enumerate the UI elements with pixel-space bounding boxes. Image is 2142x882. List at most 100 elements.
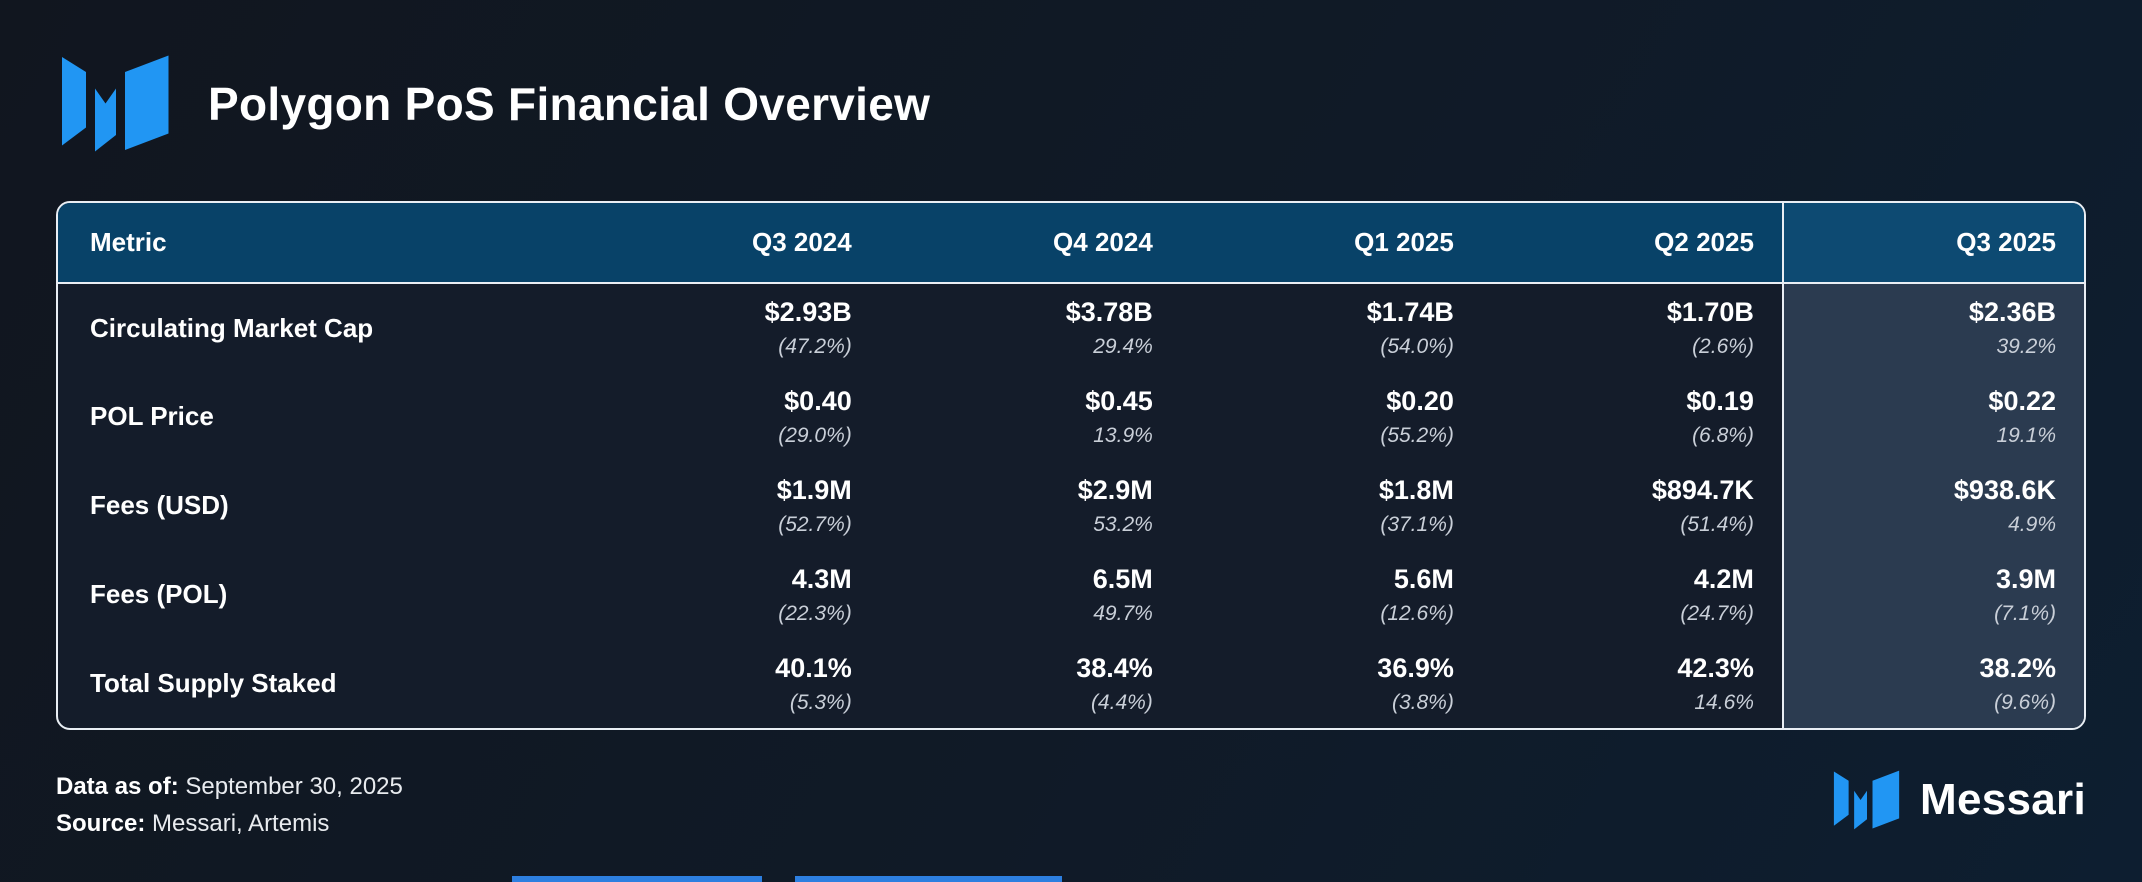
cell-change: (52.7%): [778, 512, 852, 536]
cell-value: $1.70B: [1666, 297, 1754, 327]
table-cell: 42.3% 14.6%: [1482, 639, 1783, 728]
table-cell: 4.2M (24.7%): [1482, 550, 1783, 639]
messari-logo-icon: [1833, 770, 1900, 830]
bottom-bar-segment: [512, 876, 762, 882]
table-cell-highlighted: 38.2% (9.6%): [1781, 639, 2084, 728]
table-cell: 5.6M (12.6%): [1181, 550, 1482, 639]
cell-change: (6.8%): [1692, 423, 1754, 447]
source-line: Source: Messari, Artemis: [56, 805, 403, 842]
source-value: Messari, Artemis: [152, 810, 330, 837]
cell-change: (5.3%): [789, 690, 852, 714]
column-header-q4-2024: Q4 2024: [879, 203, 1181, 284]
cell-value: $0.19: [1686, 385, 1754, 416]
cell-change: (55.2%): [1380, 423, 1454, 447]
decorative-bottom-bar: [0, 876, 2142, 882]
table-cell: 38.4% (4.4%): [880, 639, 1181, 728]
cell-change: (24.7%): [1680, 601, 1754, 625]
cell-change: (12.6%): [1380, 601, 1454, 625]
cell-change: (47.2%): [778, 335, 852, 358]
cell-change: (4.4%): [1090, 690, 1153, 714]
cell-value: $0.40: [784, 385, 852, 416]
cell-value: $2.9M: [1077, 474, 1153, 505]
table-cell: $0.45 13.9%: [880, 372, 1181, 461]
table-cell: $1.70B (2.6%): [1482, 283, 1783, 372]
footer-meta: Data as of: September 30, 2025 Source: M…: [56, 768, 403, 842]
column-header-metric: Metric: [58, 203, 579, 284]
cell-value: 36.9%: [1377, 652, 1454, 683]
cell-value: 38.2%: [1979, 652, 2056, 683]
cell-value: $1.8M: [1378, 474, 1454, 505]
cell-value: 4.2M: [1693, 563, 1754, 594]
cell-change: 49.7%: [1093, 601, 1153, 625]
cell-value: $894.7K: [1651, 474, 1754, 505]
table-row: POL Price $0.40 (29.0%) $0.45 13.9% $0.2…: [58, 372, 2084, 461]
cell-change: 29.4%: [1093, 335, 1153, 358]
table-cell: $0.40 (29.0%): [579, 372, 880, 461]
table-cell-highlighted: 3.9M (7.1%): [1781, 550, 2084, 639]
data-as-of-label: Data as of:: [56, 773, 179, 800]
cell-value: 6.5M: [1092, 563, 1153, 594]
financial-table: Metric Q3 2024 Q4 2024 Q1 2025 Q2 2025 Q…: [56, 201, 2086, 730]
cell-change: 53.2%: [1093, 512, 1153, 536]
cell-change: (29.0%): [778, 423, 852, 447]
table-cell: $894.7K (51.4%): [1482, 461, 1783, 550]
cell-change: 14.6%: [1694, 690, 1754, 714]
cell-value: $2.36B: [1968, 297, 2056, 327]
cell-change: (2.6%): [1692, 335, 1754, 358]
cell-value: $2.93B: [764, 297, 852, 327]
cell-value: $0.20: [1386, 385, 1454, 416]
table-cell: $1.74B (54.0%): [1181, 283, 1482, 372]
table-header-row: Metric Q3 2024 Q4 2024 Q1 2025 Q2 2025 Q…: [58, 203, 2084, 284]
cell-change: 39.2%: [1996, 335, 2056, 358]
table-cell: $2.93B (47.2%): [579, 283, 880, 372]
cell-change: (3.8%): [1392, 690, 1454, 714]
cell-change: (51.4%): [1680, 512, 1754, 536]
metric-label: POL Price: [90, 401, 214, 431]
table-cell-highlighted: $0.22 19.1%: [1781, 372, 2084, 461]
bottom-bar-segment: [795, 876, 1062, 882]
table-cell: 4.3M (22.3%): [579, 550, 880, 639]
column-header-q3-2024: Q3 2024: [578, 203, 880, 284]
cell-value: $1.74B: [1366, 297, 1454, 327]
table-cell: $3.78B 29.4%: [880, 283, 1181, 372]
cell-value: $3.78B: [1065, 297, 1153, 327]
cell-value: 42.3%: [1677, 652, 1754, 683]
financial-table-grid: Metric Q3 2024 Q4 2024 Q1 2025 Q2 2025 Q…: [58, 203, 2084, 728]
column-header-q3-2025: Q3 2025: [1781, 203, 2084, 284]
cell-change: 19.1%: [1996, 423, 2056, 447]
cell-value: $0.22: [1988, 385, 2056, 416]
table-cell: 36.9% (3.8%): [1181, 639, 1482, 728]
cell-change: 4.9%: [2008, 512, 2056, 536]
table-cell: $1.9M (52.7%): [579, 461, 880, 550]
table-cell-highlighted: $938.6K 4.9%: [1781, 461, 2084, 550]
table-row: Total Supply Staked 40.1% (5.3%) 38.4% (…: [58, 639, 2084, 728]
cell-change: (22.3%): [778, 601, 852, 625]
messari-brand: Messari: [1830, 766, 2086, 834]
cell-value: 3.9M: [1995, 563, 2056, 594]
header: Polygon PoS Financial Overview: [56, 48, 930, 159]
cell-value: 4.3M: [791, 563, 852, 594]
column-header-q2-2025: Q2 2025: [1481, 203, 1783, 284]
cell-value: 5.6M: [1393, 563, 1454, 594]
metric-label: Total Supply Staked: [90, 668, 337, 698]
messari-logo-icon: [62, 55, 169, 152]
cell-change: 13.9%: [1093, 423, 1153, 447]
column-header-q1-2025: Q1 2025: [1180, 203, 1482, 284]
table-cell: $0.19 (6.8%): [1482, 372, 1783, 461]
cell-change: (37.1%): [1380, 512, 1454, 536]
table-row: Circulating Market Cap $2.93B (47.2%) $3…: [58, 283, 2084, 372]
table-row: Fees (USD) $1.9M (52.7%) $2.9M 53.2% $1.…: [58, 461, 2084, 550]
data-as-of-value: September 30, 2025: [185, 773, 403, 800]
source-label: Source:: [56, 810, 146, 837]
messari-wordmark: Messari: [1920, 775, 2086, 824]
cell-value: 40.1%: [775, 652, 852, 683]
metric-label: Fees (USD): [90, 490, 229, 520]
table-row: Fees (POL) 4.3M (22.3%) 6.5M 49.7% 5.6M …: [58, 550, 2084, 639]
data-as-of-line: Data as of: September 30, 2025: [56, 768, 403, 805]
table-cell: $1.8M (37.1%): [1181, 461, 1482, 550]
cell-change: (9.6%): [1994, 690, 2056, 714]
cell-value: $1.9M: [776, 474, 852, 505]
cell-value: $0.45: [1085, 385, 1153, 416]
page-title: Polygon PoS Financial Overview: [208, 77, 931, 130]
